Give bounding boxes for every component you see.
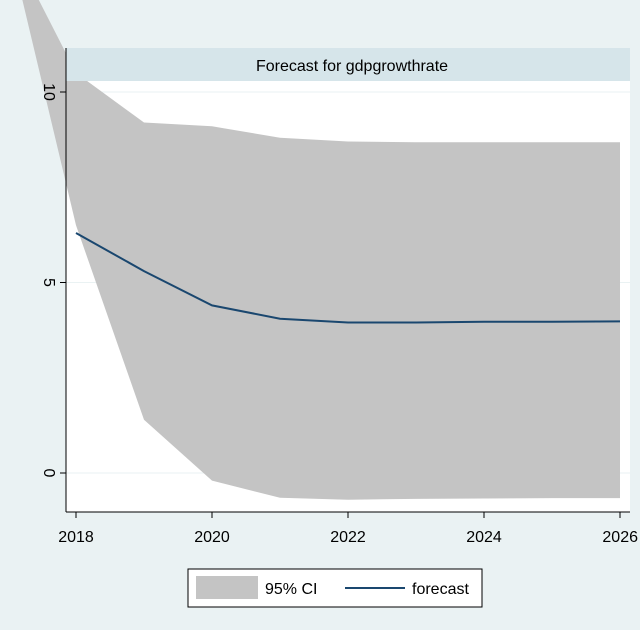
legend-label-forecast: forecast	[412, 581, 469, 598]
legend-label-ci: 95% CI	[265, 581, 317, 598]
x-tick-label-3: 2024	[466, 529, 502, 546]
chart-title: Forecast for gdpgrowthrate	[256, 58, 448, 75]
x-tick-label-1: 2020	[194, 529, 230, 546]
y-tick-label-1: 5	[40, 278, 57, 287]
ci-band	[22, 0, 620, 500]
x-tick-label-0: 2018	[58, 529, 94, 546]
y-axis-ticks: 0 5 10	[40, 48, 67, 512]
x-axis-ticks: 2018 2020 2022 2024 2026	[58, 511, 638, 546]
y-tick-label-2: 10	[40, 83, 57, 101]
x-tick-label-4: 2026	[602, 529, 638, 546]
x-tick-label-2: 2022	[330, 529, 366, 546]
title-band	[66, 48, 630, 81]
legend: 95% CI forecast	[187, 568, 483, 608]
legend-swatch-ci	[196, 576, 258, 599]
y-tick-label-0: 0	[40, 469, 57, 478]
forecast-line	[75, 232, 621, 324]
plot-marks	[22, 0, 621, 500]
